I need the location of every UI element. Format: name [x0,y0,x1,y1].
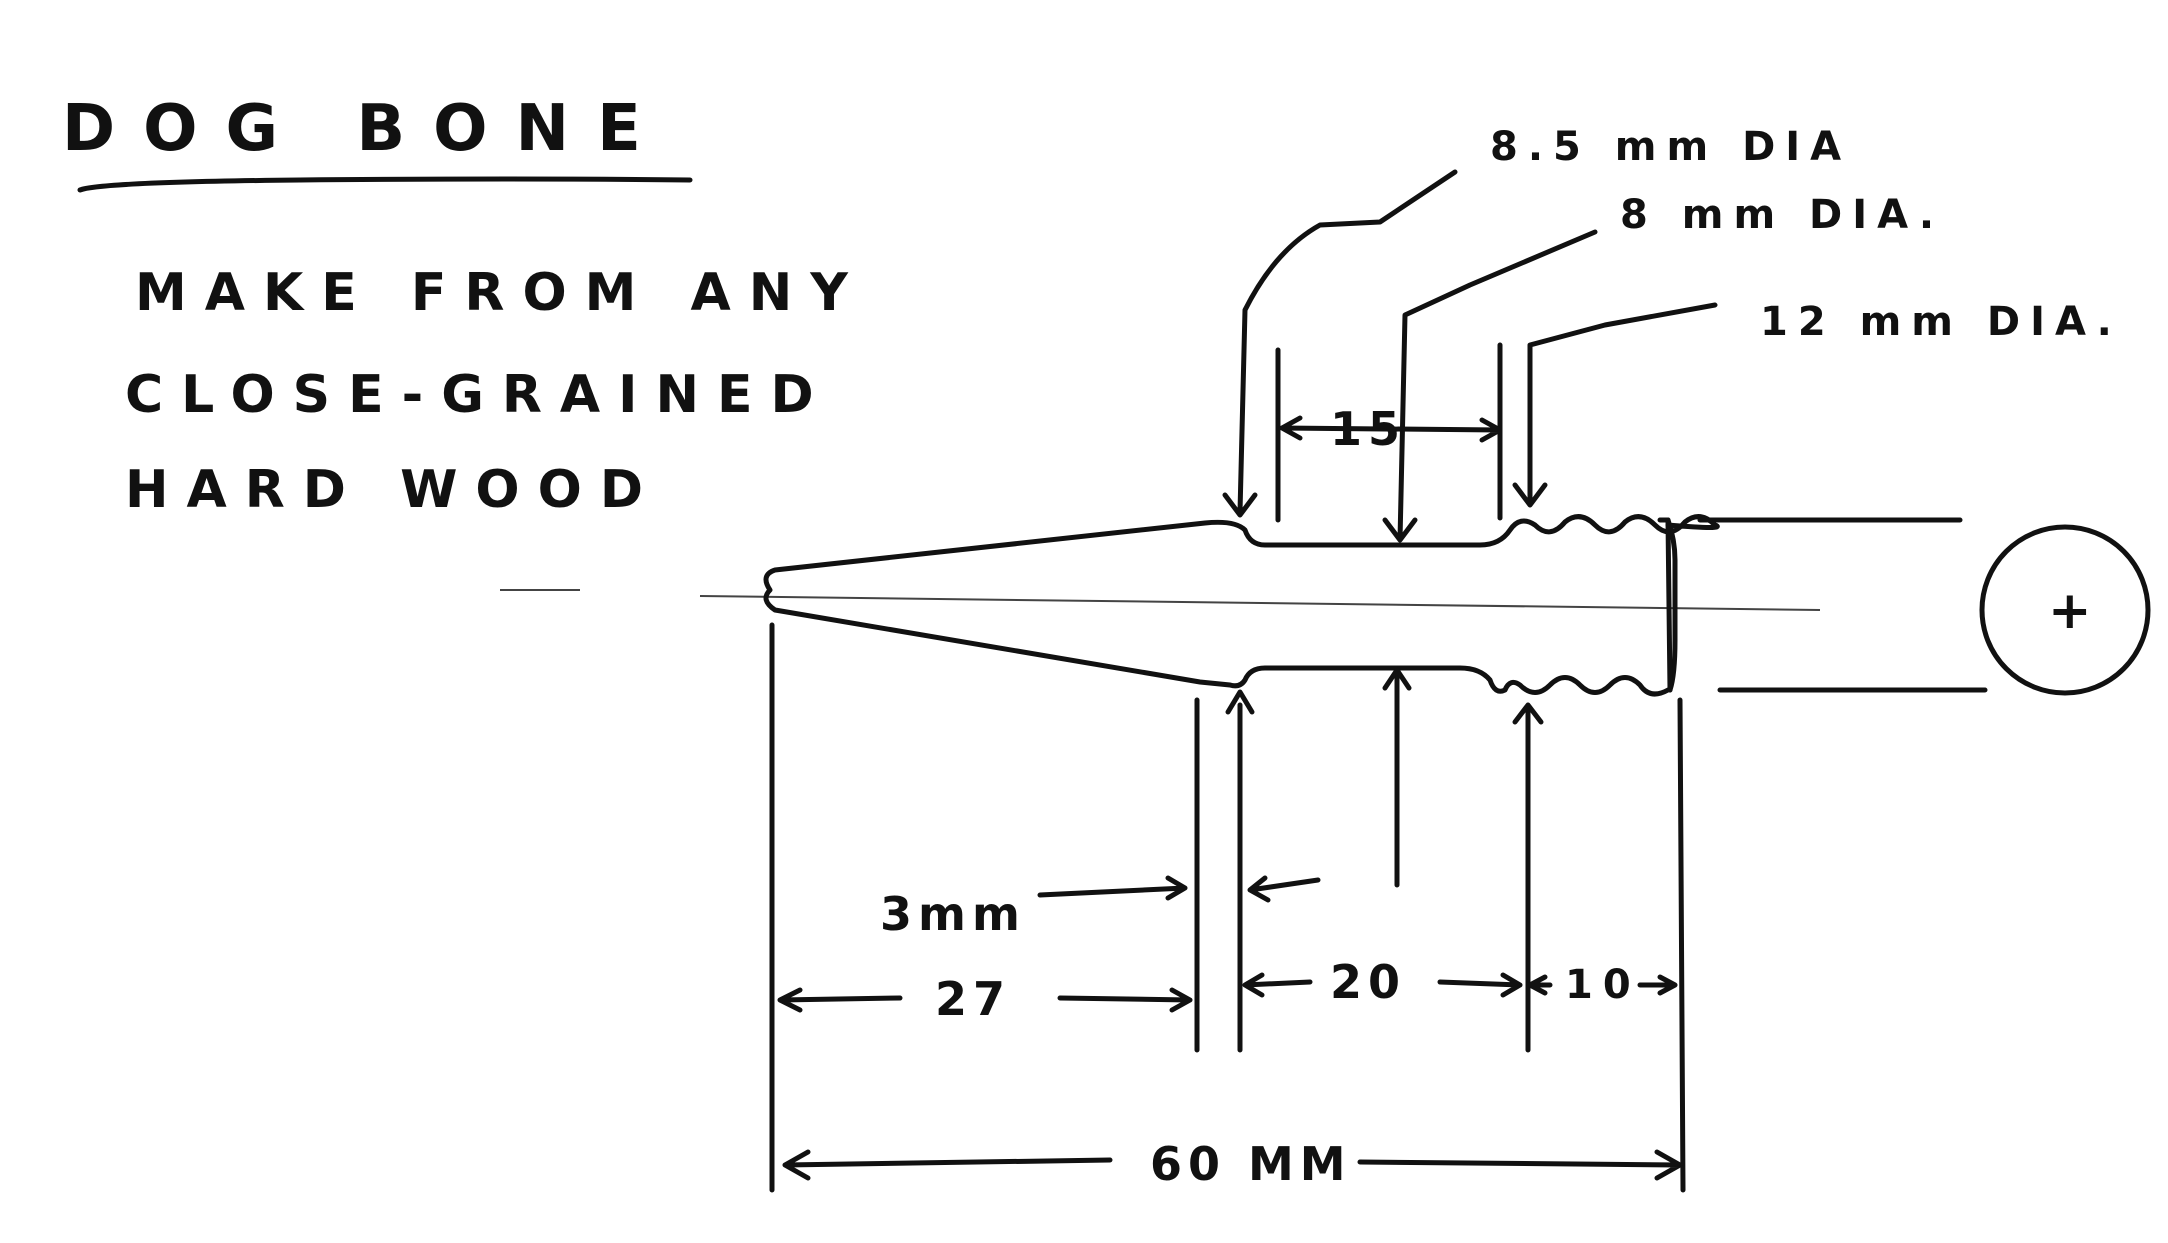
center-line [500,589,1821,611]
dim-27-line [777,987,1193,1013]
end-view-circle [1979,524,2151,696]
dim-15-label: 15 [1330,402,1406,456]
title-underline [77,176,693,193]
dim-60-label: 60 MM [1150,1137,1352,1191]
callout-dia-12: 12 mm DIA. [1760,299,2122,345]
dim-3mm-label: 3mm [880,887,1026,941]
leader-12 [1512,302,1718,508]
note-line-2: CLOSE-GRAINED [125,365,832,425]
witness-lines [769,342,1686,1193]
dim-15-line [1279,415,1503,443]
leader-85 [1222,169,1458,518]
arrow-up-left [1225,689,1255,715]
dim-60-line [782,1149,1683,1181]
leader-8 [1382,229,1598,543]
note-line-3: HARD WOOD [125,460,661,520]
end-view-symbol: + [2048,581,2092,641]
dim-20-label: 20 [1330,955,1406,1009]
arrow-up-right [1512,702,1544,1053]
bone-end-face [1665,517,1673,693]
dim-20-line [1242,972,1523,998]
dim-27-label: 27 [935,972,1011,1026]
callout-dia-8-5: 8.5 mm DIA [1490,124,1851,170]
dim-3mm-arrows [1037,875,1321,903]
bone-outline [763,514,1720,697]
callout-dia-8: 8 mm DIA. [1620,192,1944,238]
note-line-1: MAKE FROM ANY [135,263,866,323]
dim-10-line [1527,974,1678,996]
arrow-up-mid [1382,667,1412,691]
dim-10-label: 10 [1565,962,1641,1008]
end-view-lines [1697,517,1988,693]
title: DOG BONE [62,92,669,166]
